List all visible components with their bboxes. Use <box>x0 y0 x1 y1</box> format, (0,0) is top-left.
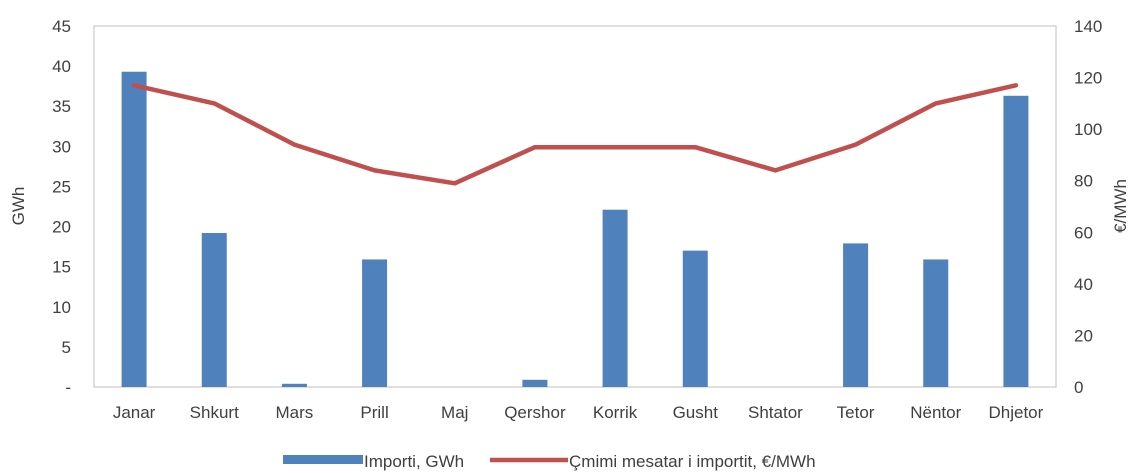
price-line <box>131 83 1019 186</box>
y-tick-label: 15 <box>52 258 71 277</box>
y-tick-label: 25 <box>52 177 71 196</box>
bar-Nëntor <box>923 259 949 387</box>
plot-area <box>93 25 1057 388</box>
y-axis-title: GWh <box>9 187 28 226</box>
y2-tick-label: 0 <box>1074 378 1083 397</box>
y2-tick-label: 20 <box>1074 326 1093 345</box>
x-tick-label: Korrik <box>593 403 638 422</box>
y2-tick-label: 40 <box>1074 275 1093 294</box>
x-tick-label: Nëntor <box>910 403 961 422</box>
y-tick-label: 30 <box>52 137 71 156</box>
y2-tick-label: 140 <box>1074 17 1102 36</box>
y-tick-label: 45 <box>52 17 71 36</box>
x-tick-label: Prill <box>360 403 388 422</box>
legend-bar-swatch <box>283 455 363 464</box>
y-tick-label: 10 <box>52 298 71 317</box>
y-tick-label: 5 <box>62 338 71 357</box>
y-tick-label: 35 <box>52 97 71 116</box>
y2-tick-label: 120 <box>1074 69 1102 88</box>
y2-axis-title: €/MWh <box>1111 179 1130 233</box>
legend-label-importi: Importi, GWh <box>364 452 464 471</box>
y-tick-label: 20 <box>52 218 71 237</box>
bar-Prill <box>362 259 388 387</box>
y2-tick-label: 60 <box>1074 223 1093 242</box>
x-tick-label: Gusht <box>673 403 719 422</box>
bar-Shkurt <box>201 232 227 387</box>
x-tick-label: Maj <box>441 403 468 422</box>
bar-Korrik <box>602 209 628 387</box>
bar-Dhjetor <box>1003 95 1029 387</box>
plot-border <box>93 25 1057 388</box>
x-tick-label: Shtator <box>748 403 803 422</box>
y2-tick-label: 80 <box>1074 172 1093 191</box>
y-tick-label: 40 <box>52 57 71 76</box>
bar-Mars <box>281 383 307 387</box>
x-tick-label: Shkurt <box>190 403 239 422</box>
bar-Qershor <box>522 379 548 387</box>
bar-Gusht <box>682 250 708 387</box>
left-axis-ticks: - 5 10 15 20 25 30 35 40 45 <box>52 17 71 397</box>
x-tick-label: Qershor <box>504 403 566 422</box>
x-tick-label: Tetor <box>837 403 875 422</box>
x-tick-label: Janar <box>113 403 156 422</box>
right-axis-ticks: 0 20 40 60 80 100 120 140 <box>1074 17 1102 397</box>
x-tick-label: Mars <box>276 403 314 422</box>
line-series-cmimi <box>131 83 1019 186</box>
legend: Importi, GWh Çmimi mesatar i importit, €/… <box>283 452 816 471</box>
legend-label-cmimi: Çmimi mesatar i importit, €/MWh <box>569 452 816 471</box>
bar-Janar <box>121 71 147 387</box>
y2-tick-label: 100 <box>1074 120 1102 139</box>
y-tick-label: - <box>65 378 71 397</box>
bar-Tetor <box>843 243 869 387</box>
x-tick-label: Dhjetor <box>989 403 1044 422</box>
bar-series-importi <box>121 71 1029 387</box>
x-axis-ticks: Janar Shkurt Mars Prill Maj Qershor Korrik Gush… <box>113 403 1044 422</box>
